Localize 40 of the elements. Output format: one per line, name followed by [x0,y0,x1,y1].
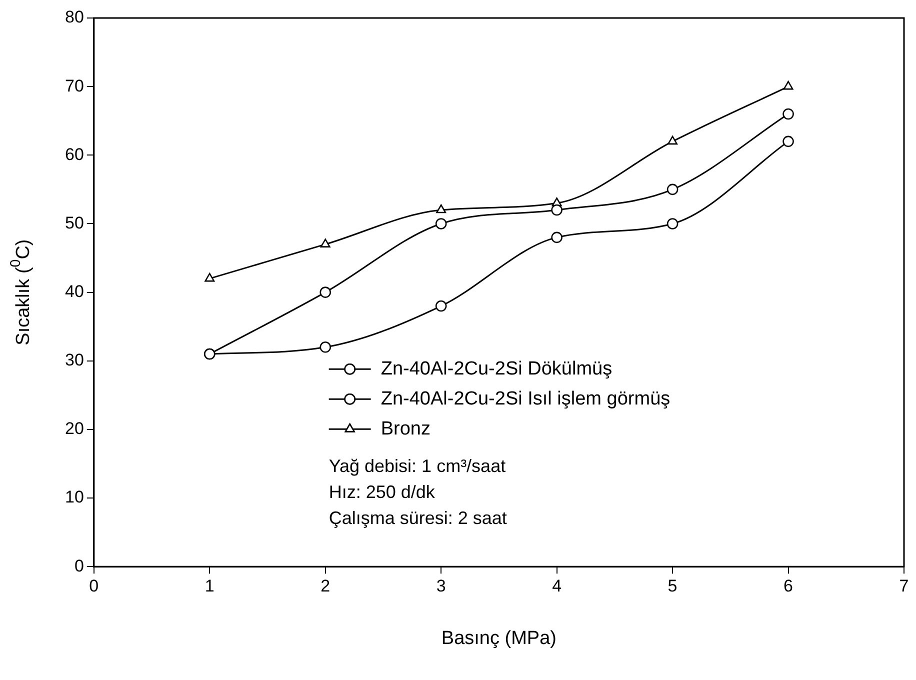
point [666,218,678,230]
x-tick-label: 4 [552,576,562,596]
annotation: Yağ debisi: 1 cm³/saat [328,456,506,476]
y-tick-label: 70 [64,76,84,96]
annotation: Hız: 250 d/dk [328,482,436,502]
y-tick-label: 30 [64,350,84,370]
x-tick-label: 0 [89,576,99,596]
y-axis-title: Sıcaklık (0C) [8,239,34,346]
x-tick-label: 7 [899,576,909,596]
annotation: Çalışma süresi: 2 saat [328,508,507,528]
y-tick-label: 0 [74,556,84,576]
point [204,272,215,282]
legend-label: Zn-40Al-2Cu-2Si Dökülmüş [380,358,612,380]
point [668,136,678,145]
y-tick-label: 10 [64,488,84,507]
legend-label: Bronz [380,418,430,440]
y-tick-label: 40 [64,282,84,301]
point [320,238,330,248]
y-tick-label: 60 [64,144,84,164]
x-tick-label: 6 [784,576,794,596]
point [783,80,794,90]
point [782,108,794,120]
legend-label: Zn-40Al-2Cu-2Si Isıl işlem görmüş [380,388,670,410]
y-tick-label: 20 [64,419,84,438]
point [435,300,447,312]
x-axis-title: Basınç (MPa) [441,628,557,649]
point [551,232,562,244]
y-tick-label: 50 [64,213,84,232]
y-tick-label: 80 [64,8,84,27]
x-tick-label: 2 [320,576,330,596]
x-tick-label: 5 [668,576,678,596]
point [551,204,562,216]
point [320,286,332,298]
x-tick-label: 1 [204,576,214,596]
point [436,204,446,214]
point [666,184,678,196]
point [782,136,794,148]
point [320,342,332,353]
x-tick-label: 3 [436,576,446,596]
point [435,218,447,230]
